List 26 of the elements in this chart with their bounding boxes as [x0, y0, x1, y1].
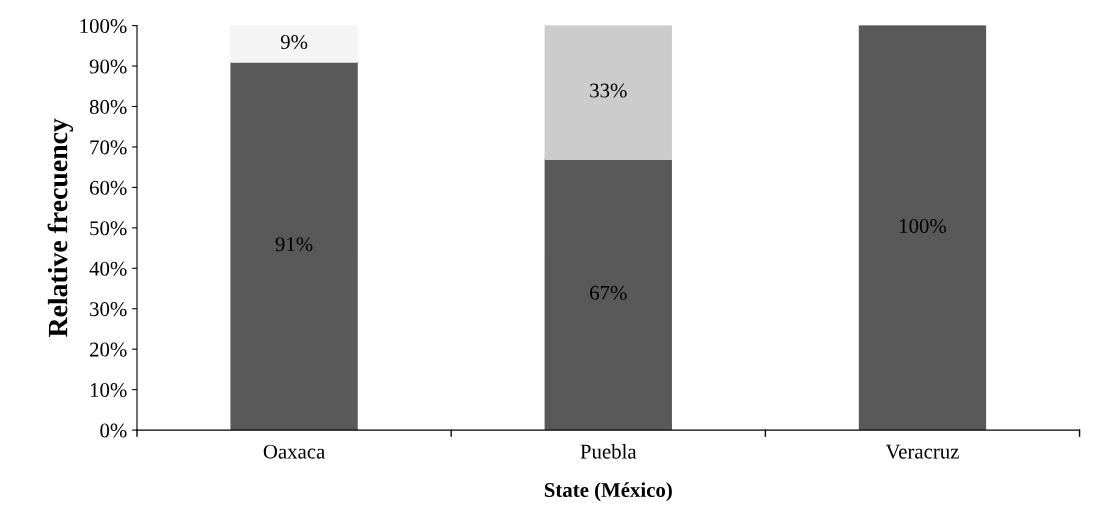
y-tick-label: 10%	[90, 383, 127, 398]
y-tick-label: 40%	[89, 261, 127, 276]
y-tick-label: 90%	[89, 59, 127, 74]
data-label: 91%	[275, 237, 313, 252]
bar	[544, 25, 672, 160]
x-tick-label: Veracruz	[885, 444, 959, 459]
x-tick-label: Oaxaca	[263, 444, 326, 459]
y-tick-label: 70%	[90, 140, 127, 155]
bar	[230, 61, 358, 431]
data-label: 67%	[590, 285, 627, 300]
y-tick-label: 80%	[89, 99, 127, 114]
y-tick-label: 50%	[90, 221, 127, 236]
y-tick-label: 30%	[90, 302, 127, 317]
data-label: 100%	[900, 219, 947, 234]
x-axis-title: State (México)	[544, 482, 672, 502]
bar	[544, 158, 672, 431]
data-label: 33%	[590, 83, 627, 98]
y-tick-label: 20%	[90, 342, 127, 357]
y-axis-title: Relative frecuency	[47, 118, 74, 338]
data-label: 9%	[280, 34, 308, 50]
x-tick-label: Puebla	[580, 443, 637, 459]
bar	[858, 25, 987, 431]
y-tick-label: 0%	[100, 423, 127, 438]
y-tick-label: 100%	[80, 18, 127, 34]
bar	[230, 25, 358, 63]
y-tick-label: 60%	[89, 180, 127, 195]
